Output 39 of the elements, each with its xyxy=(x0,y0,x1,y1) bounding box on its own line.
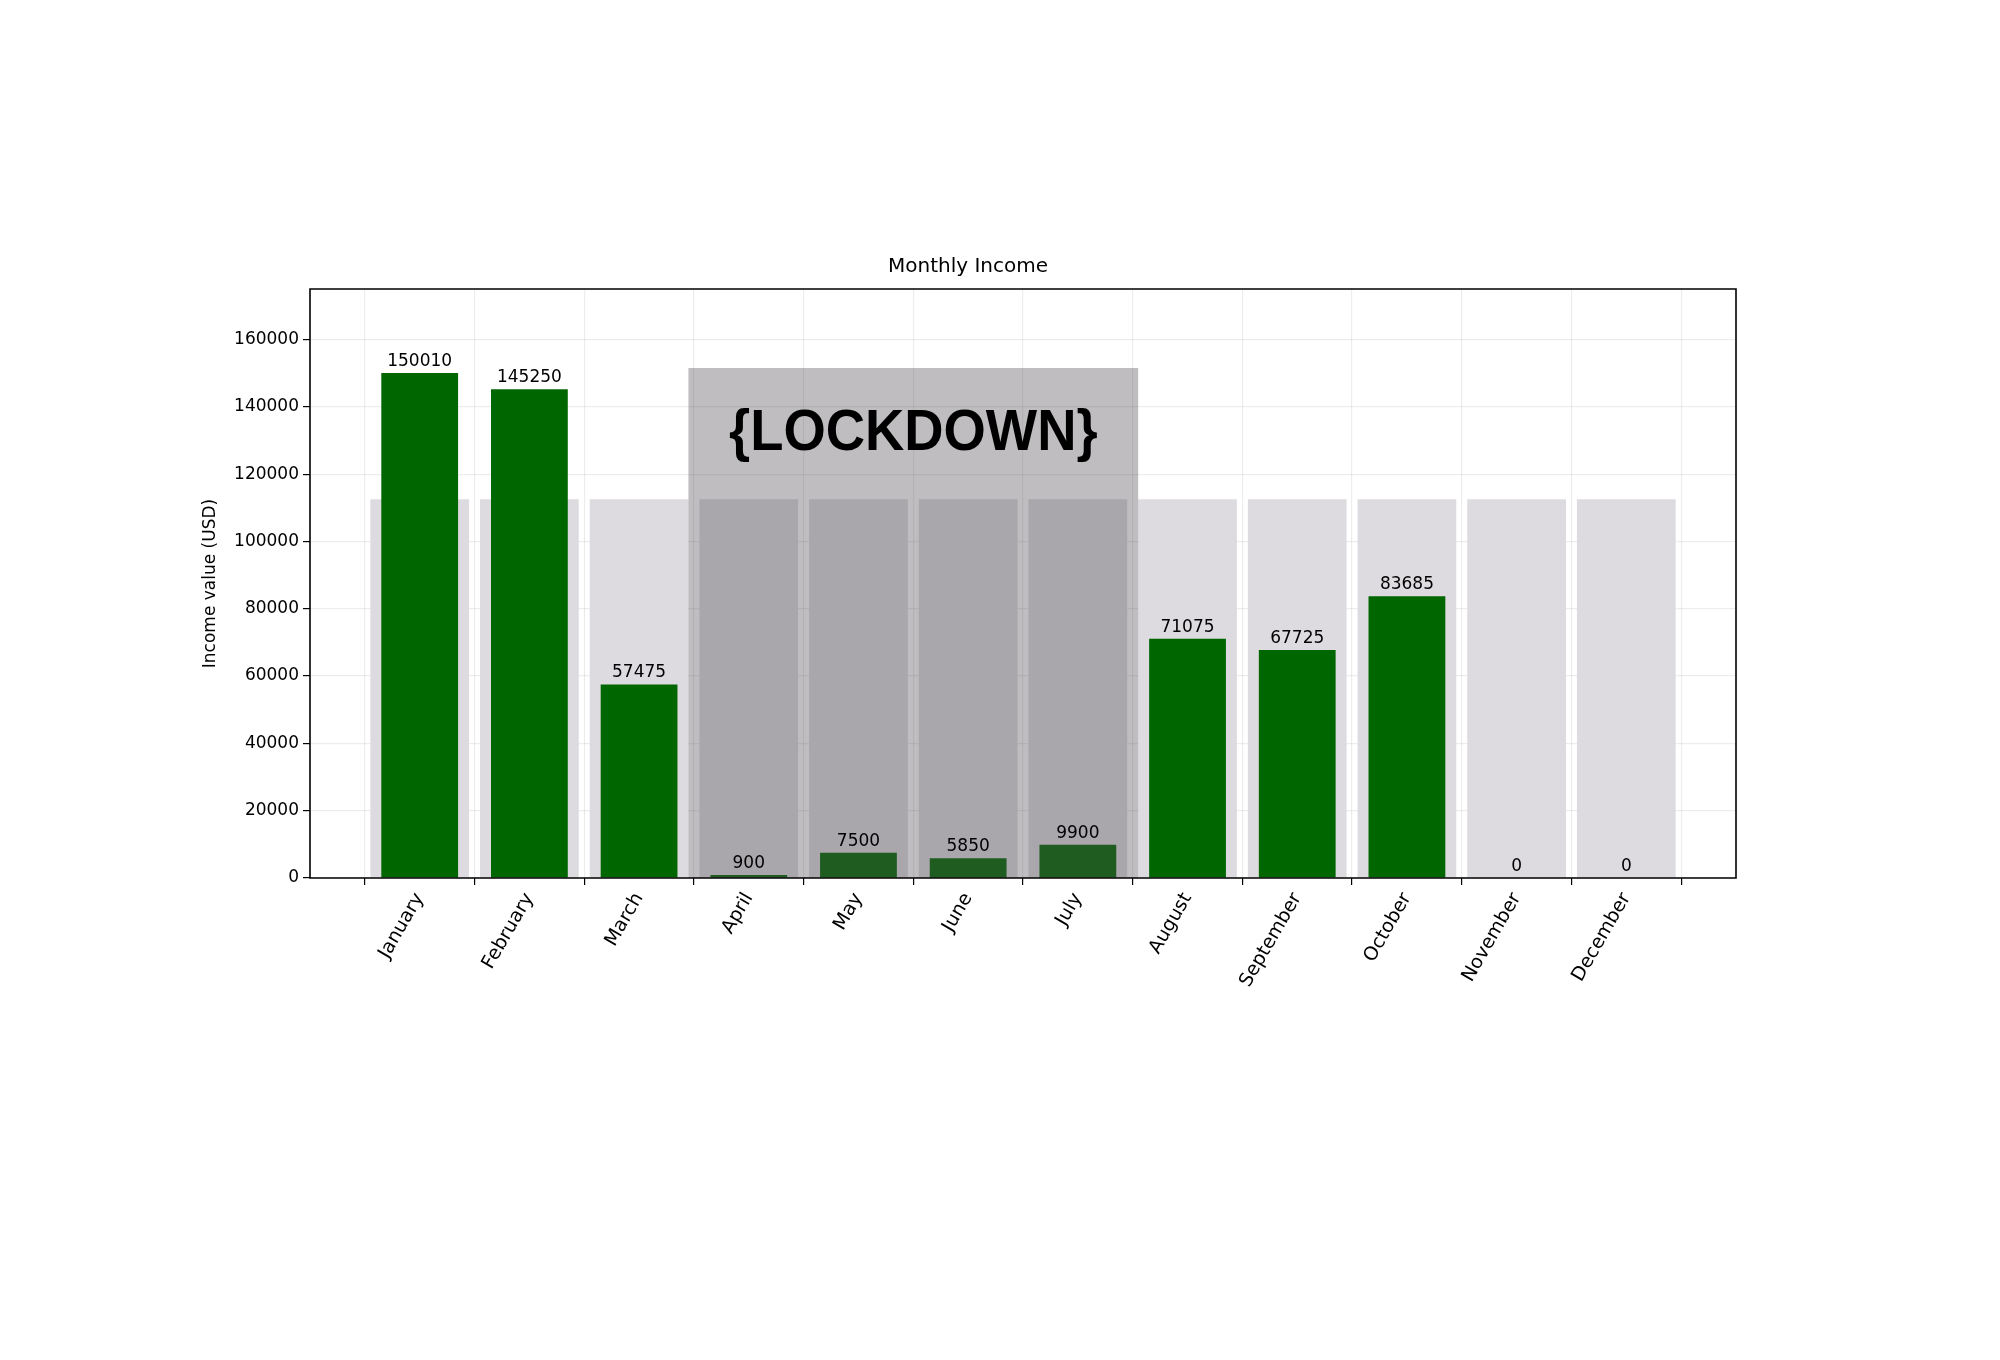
bar xyxy=(918,499,1018,878)
bar xyxy=(1039,844,1117,878)
bar xyxy=(1576,499,1676,878)
bar xyxy=(381,373,459,878)
data-label: 0 xyxy=(1620,854,1632,875)
y-tick-label: 100000 xyxy=(234,529,299,550)
bar xyxy=(1368,596,1446,878)
bar xyxy=(490,389,568,878)
bar xyxy=(820,852,897,878)
y-tick-label: 80000 xyxy=(244,597,299,618)
bar xyxy=(699,499,799,878)
y-tick-label: 40000 xyxy=(244,731,299,752)
data-label: 900 xyxy=(732,851,765,872)
y-tick-label: 60000 xyxy=(244,664,299,685)
data-label: 83685 xyxy=(1379,573,1434,594)
bar xyxy=(1258,650,1336,878)
band-label: {LOCKDOWN} xyxy=(728,397,1098,463)
bar xyxy=(929,858,1007,878)
data-label: 57475 xyxy=(612,661,667,682)
y-tick-label: 0 xyxy=(288,866,299,887)
chart-title: Monthly Income xyxy=(887,253,1049,278)
data-label: 0 xyxy=(1511,854,1523,875)
data-label: 71075 xyxy=(1160,615,1215,636)
data-label: 145250 xyxy=(496,366,562,387)
bar xyxy=(1149,638,1226,878)
data-label: 67725 xyxy=(1270,626,1325,647)
data-label: 9900 xyxy=(1056,821,1100,842)
y-tick-label: 160000 xyxy=(234,327,299,348)
data-label: 150010 xyxy=(387,350,453,371)
y-tick-label: 20000 xyxy=(244,799,299,820)
bar xyxy=(1028,499,1128,878)
bar xyxy=(809,499,908,878)
bar xyxy=(600,684,678,878)
y-axis-title: Income value (USD) xyxy=(198,498,219,669)
y-tick-label: 120000 xyxy=(234,462,299,483)
data-label: 7500 xyxy=(836,829,881,850)
bar xyxy=(1467,499,1566,878)
data-label: 5850 xyxy=(946,835,990,856)
y-tick-label: 140000 xyxy=(234,395,299,416)
